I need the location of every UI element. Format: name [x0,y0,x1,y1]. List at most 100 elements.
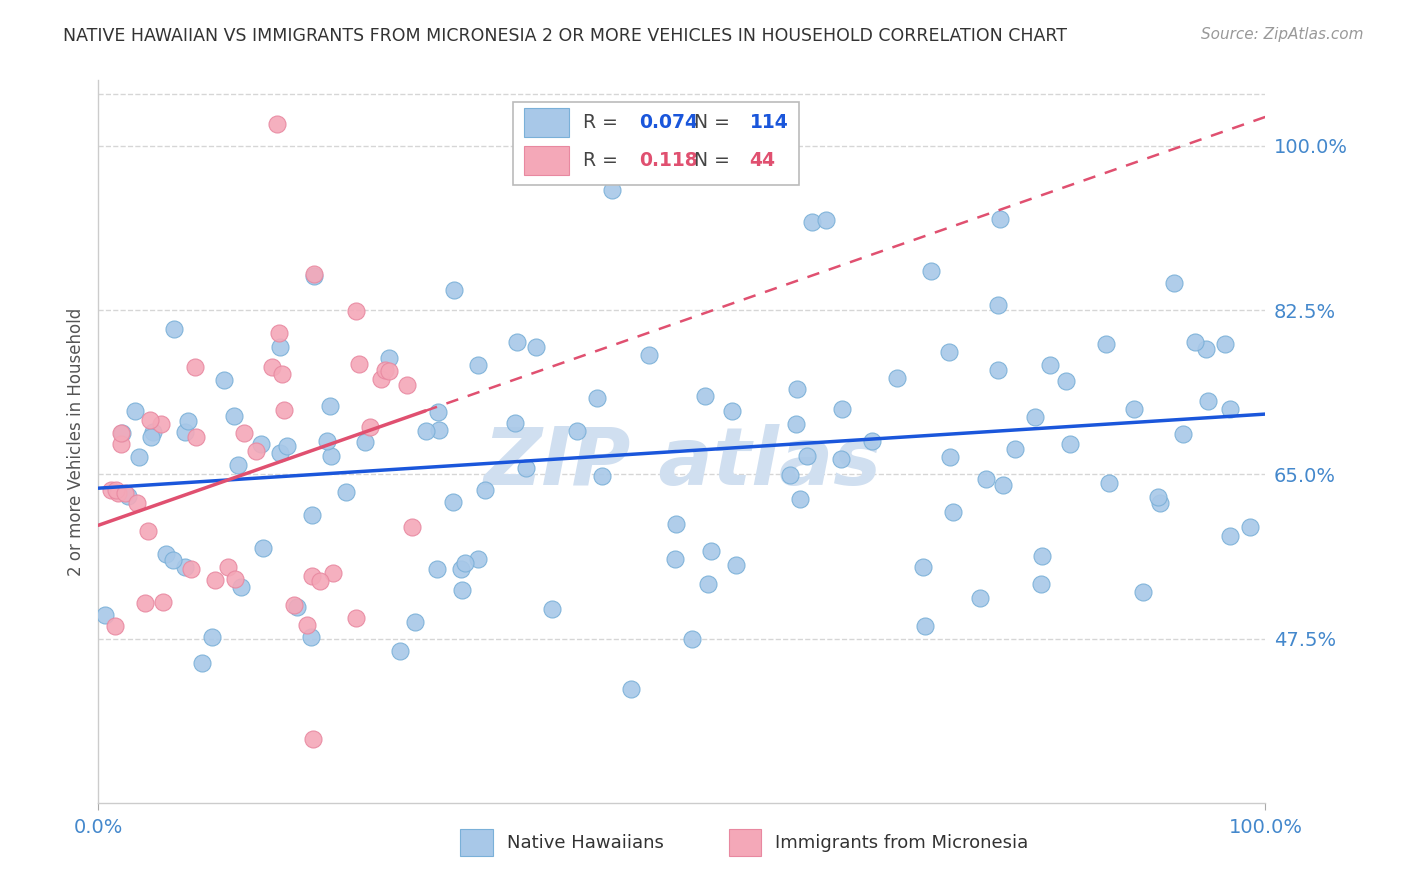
Point [1239,519,1261,533]
Point [974,472,997,486]
Point [201,631,224,645]
Point [1004,442,1026,457]
Point [695,389,717,403]
Point [1197,393,1219,408]
Point [415,424,437,438]
Text: Source: ZipAtlas.com: Source: ZipAtlas.com [1201,27,1364,42]
FancyBboxPatch shape [728,829,761,856]
Point [377,364,399,378]
Point [217,560,239,574]
Point [273,402,295,417]
Point [969,591,991,606]
Point [814,213,837,227]
Point [269,446,291,460]
Point [162,552,184,566]
Point [785,417,807,431]
Point [114,486,136,500]
Point [801,215,824,229]
FancyBboxPatch shape [524,108,568,136]
Text: ZIP atlas: ZIP atlas [482,425,882,502]
Point [1024,410,1046,425]
Point [155,547,177,561]
Point [742,115,765,129]
Point [786,382,808,396]
Point [302,731,325,746]
Text: NATIVE HAWAIIAN VS IMMIGRANTS FROM MICRONESIA 2 OR MORE VEHICLES IN HOUSEHOLD CO: NATIVE HAWAIIAN VS IMMIGRANTS FROM MICRO… [63,27,1067,45]
Point [467,552,489,566]
Point [183,359,205,374]
Point [319,399,342,413]
Point [204,573,226,587]
Text: N =: N = [693,113,735,132]
Point [302,268,325,283]
Text: 114: 114 [749,113,789,132]
Point [295,618,318,632]
Point [276,439,298,453]
Point [592,469,614,483]
Text: N =: N = [693,151,735,170]
Point [177,414,200,428]
Point [163,322,186,336]
Point [474,483,496,497]
Point [104,618,127,632]
Point [1031,577,1053,591]
Point [779,468,801,483]
Point [600,183,623,197]
Point [269,340,291,354]
Point [987,363,1010,377]
Point [229,580,252,594]
Point [638,348,661,362]
Point [321,450,343,464]
Point [335,485,357,500]
Point [266,117,288,131]
Point [124,404,146,418]
Point [250,437,273,451]
Point [700,544,723,558]
Point [128,450,150,464]
Text: R =: R = [582,151,624,170]
Point [347,358,370,372]
Point [920,264,942,278]
Point [283,598,305,612]
Point [370,372,392,386]
Point [214,373,236,387]
Point [1146,490,1168,504]
Point [344,611,367,625]
Point [988,212,1011,227]
Point [141,430,163,444]
Point [152,595,174,609]
Point [942,505,965,519]
Point [524,340,547,354]
Point [110,437,132,451]
Point [110,425,132,440]
Point [1094,336,1116,351]
Point [374,362,396,376]
Point [302,267,325,281]
Text: 44: 44 [749,151,776,170]
Point [427,423,450,437]
Point [173,560,195,574]
Point [451,582,474,597]
Point [1173,427,1195,442]
Text: Immigrants from Micronesia: Immigrants from Micronesia [775,833,1029,852]
Point [183,872,205,887]
Point [245,443,267,458]
Point [1098,476,1121,491]
Point [267,326,290,340]
Point [665,516,688,531]
Point [180,562,202,576]
Point [688,147,710,161]
Point [354,434,377,449]
Point [1054,374,1077,388]
Point [1163,276,1185,290]
Point [404,615,426,630]
FancyBboxPatch shape [513,102,799,185]
Point [1219,401,1241,416]
Point [664,552,686,566]
Point [252,541,274,556]
Point [541,601,564,615]
Point [796,449,818,463]
FancyBboxPatch shape [460,829,494,856]
Point [316,434,339,449]
Point [184,429,207,443]
